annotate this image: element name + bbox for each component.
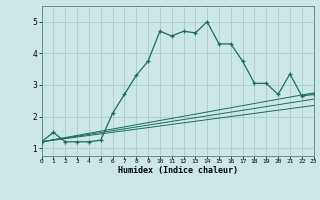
X-axis label: Humidex (Indice chaleur): Humidex (Indice chaleur) bbox=[118, 166, 237, 175]
